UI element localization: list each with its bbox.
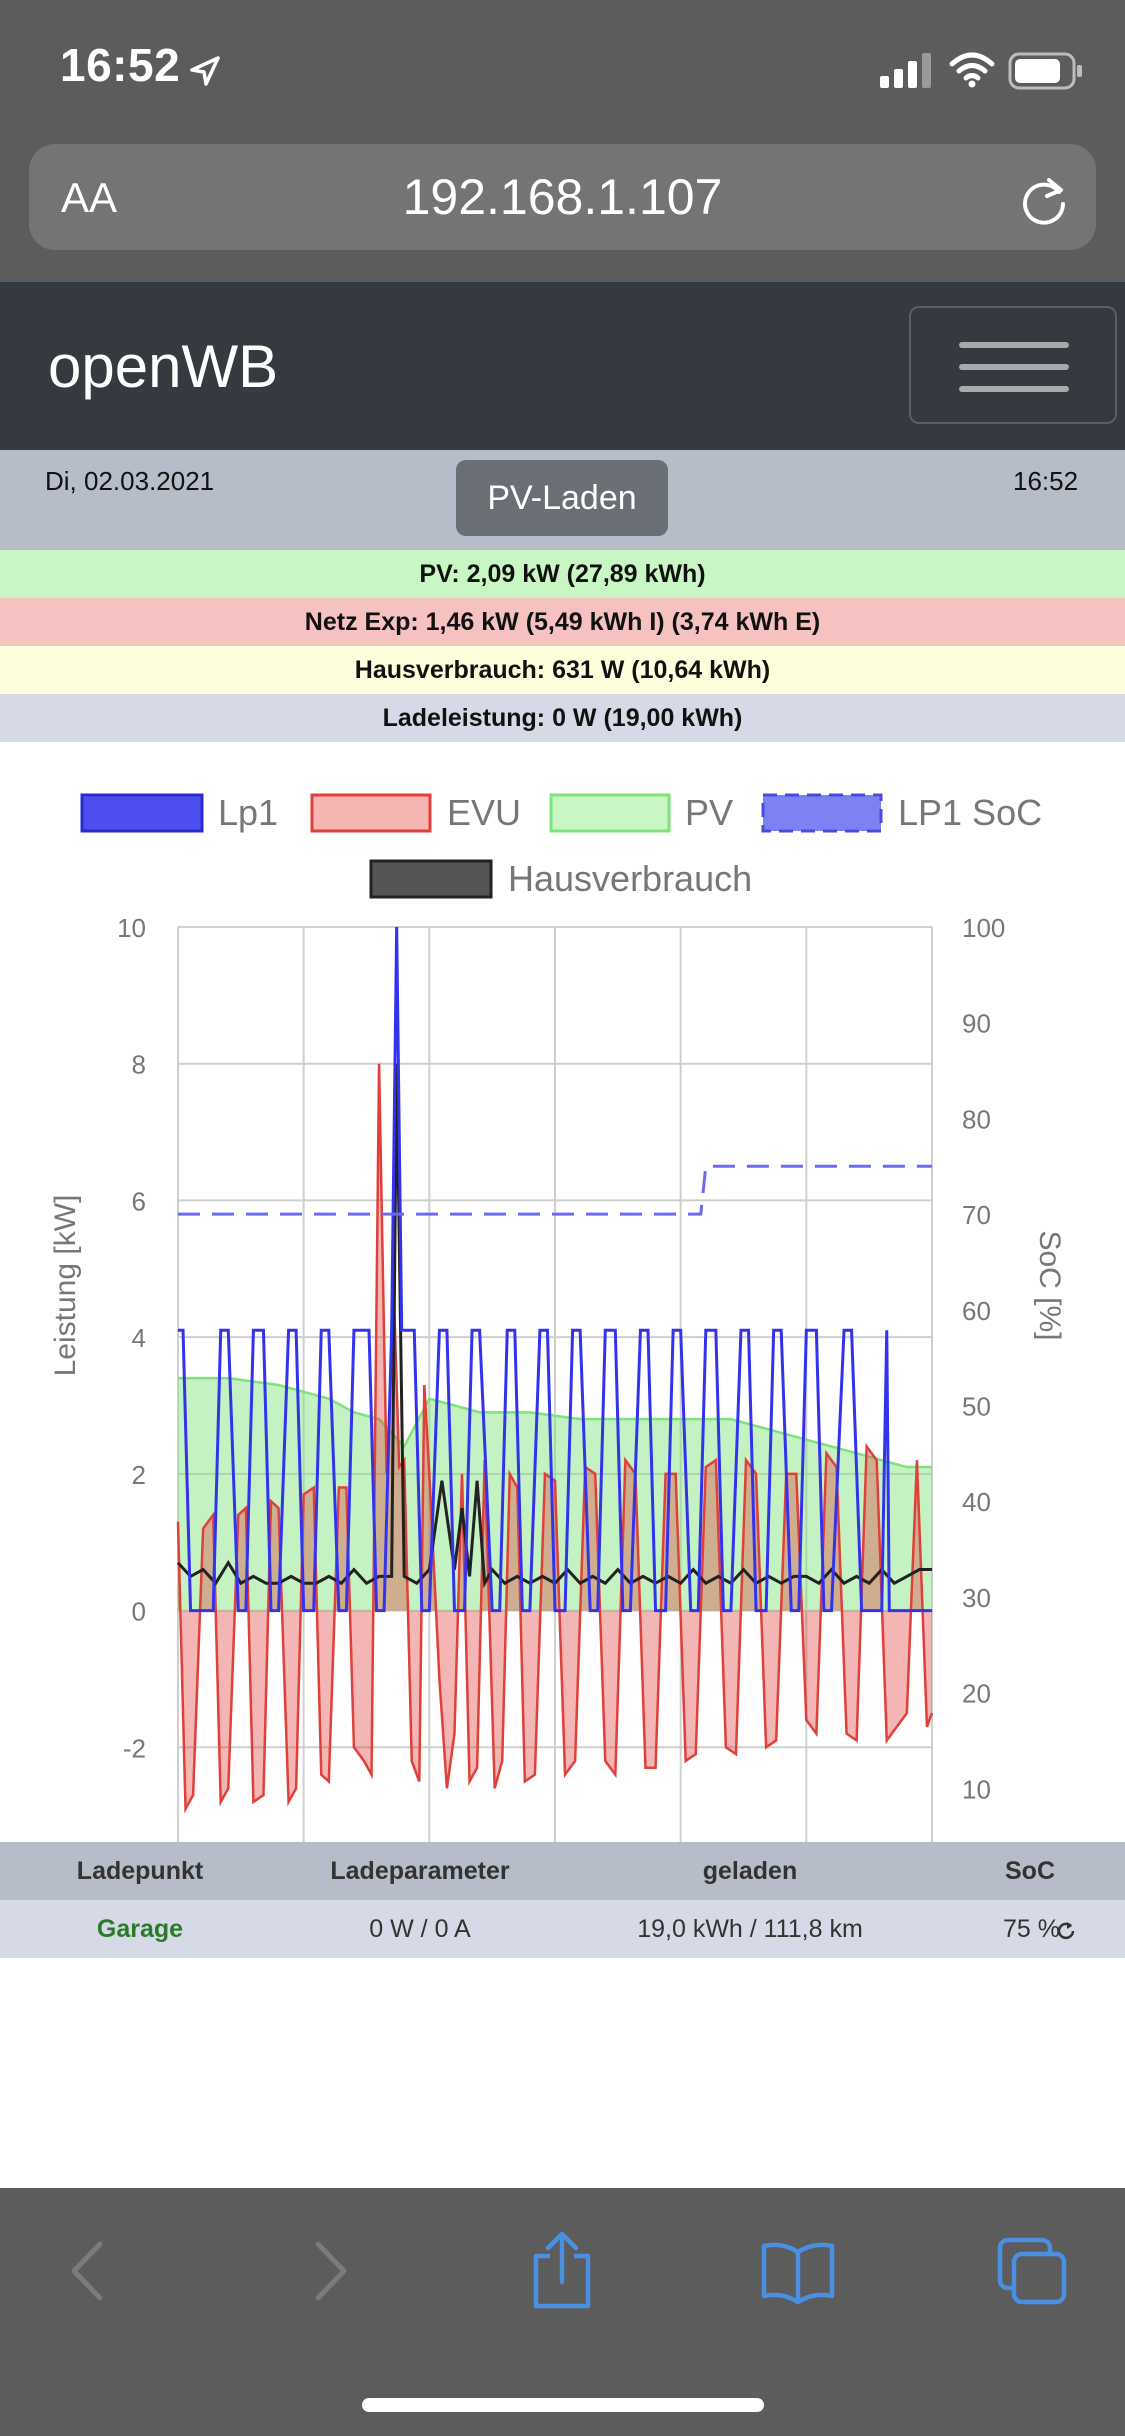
col-header-soc: SoC <box>1005 1857 1055 1885</box>
y-tick-label: 10 <box>117 913 146 943</box>
grid-info-row: Netz Exp: 1,46 kW (5,49 kWh I) (3,74 kWh… <box>0 598 1125 646</box>
back-icon[interactable] <box>64 2238 112 2304</box>
status-bar: 16:52 <box>0 0 1125 140</box>
legend-label-evu: EVU <box>447 792 521 833</box>
y2-tick-label: 20 <box>962 1679 991 1709</box>
y-tick-label: -2 <box>123 1733 146 1763</box>
battery-icon <box>1008 52 1082 90</box>
chart-series <box>176 926 934 1885</box>
chargepoint-charged: 19,0 kWh / 111,8 km <box>637 1915 863 1943</box>
y2-tick-label: 30 <box>962 1583 991 1613</box>
y-tick-label: 0 <box>132 1597 146 1627</box>
charge-points-table-header: Ladepunkt Ladeparameter geladen SoC <box>0 1842 1125 1900</box>
y2-tick-label: 80 <box>962 1104 991 1134</box>
address-bar[interactable]: AA 192.168.1.107 <box>29 144 1096 250</box>
legend-label-lp1-soc: LP1 SoC <box>898 792 1042 833</box>
y2-tick-label: 40 <box>962 1487 991 1517</box>
charge-info-row: Ladeleistung: 0 W (19,00 kWh) <box>0 694 1125 742</box>
signal-icon <box>880 53 931 88</box>
y-tick-label: 6 <box>132 1186 146 1216</box>
brand-logo[interactable]: openWB <box>48 333 279 400</box>
power-chart: Lp1 EVU PV LP1 SoC Hausverbrauch 16:2216… <box>0 742 1125 1967</box>
y2-tick-label: 50 <box>962 1392 991 1422</box>
status-time: 16:52 <box>60 39 181 91</box>
browser-toolbar <box>0 2188 1125 2436</box>
legend-label-hausverbrauch: Hausverbrauch <box>508 858 752 899</box>
legend-swatch-pv <box>549 793 671 833</box>
legend-item-lp1-soc[interactable]: LP1 SoC <box>761 792 1042 833</box>
pv-series-line <box>178 1376 932 1469</box>
bookmarks-icon[interactable] <box>760 2240 836 2304</box>
home-indicator <box>362 2398 764 2412</box>
legend: Lp1 EVU PV LP1 SoC Hausverbrauch <box>80 792 1042 899</box>
house-info-row: Hausverbrauch: 631 W (10,64 kWh) <box>0 646 1125 694</box>
y-tick-label: 8 <box>132 1050 146 1080</box>
legend-item-pv[interactable]: PV <box>549 792 733 833</box>
lp1-series-line <box>178 926 932 1613</box>
evu-series-line <box>176 1063 934 1814</box>
y-axis-label: Leistung [kW] <box>49 1195 82 1377</box>
current-time: 16:52 <box>1013 466 1079 496</box>
legend-item-hausverbrauch[interactable]: Hausverbrauch <box>369 858 752 899</box>
power-chart-svg: Lp1 EVU PV LP1 SoC Hausverbrauch 16:2216… <box>49 792 1066 1967</box>
reload-icon[interactable] <box>1019 174 1071 226</box>
chargepoint-params: 0 W / 0 A <box>369 1915 471 1943</box>
legend-label-pv: PV <box>685 792 733 833</box>
y2-tick-label: 10 <box>962 1774 991 1804</box>
tabs-icon[interactable] <box>996 2236 1070 2306</box>
col-header-geladen: geladen <box>702 1857 798 1885</box>
y-tick-label: 4 <box>132 1323 146 1353</box>
charge-mode-button[interactable]: PV-Laden <box>456 460 668 536</box>
forward-icon[interactable] <box>306 2238 354 2304</box>
share-icon[interactable] <box>530 2228 594 2312</box>
table-row: Garage 0 W / 0 A 19,0 kWh / 111,8 km 75 … <box>0 1900 1125 1958</box>
y2-tick-label: 60 <box>962 1296 991 1326</box>
evu-series-area <box>178 1063 932 1809</box>
legend-label-lp1: Lp1 <box>218 792 278 833</box>
reader-settings-button[interactable]: AA <box>61 174 118 221</box>
menu-toggle-button[interactable] <box>909 306 1117 424</box>
legend-swatch-lp1-soc <box>761 793 883 833</box>
wifi-icon <box>949 52 995 88</box>
y2-tick-label: 90 <box>962 1009 991 1039</box>
col-header-ladeparameter: Ladeparameter <box>330 1857 510 1885</box>
pv-info-row: PV: 2,09 kW (27,89 kWh) <box>0 550 1125 598</box>
y2-axis-label: SoC [%] <box>1033 1230 1066 1340</box>
legend-swatch-lp1 <box>80 793 204 833</box>
legend-item-evu[interactable]: EVU <box>310 792 521 833</box>
url-text[interactable]: 192.168.1.107 <box>402 169 723 225</box>
legend-swatch-hausverbrauch <box>369 859 493 899</box>
legend-swatch-evu <box>310 793 432 833</box>
col-header-ladepunkt: Ladepunkt <box>76 1857 204 1885</box>
soc-refresh-icon[interactable] <box>1056 1920 1076 1940</box>
chargepoint-name[interactable]: Garage <box>96 1915 184 1943</box>
app-navbar: openWB <box>0 282 1125 450</box>
date-mode-row: Di, 02.03.2021 PV-Laden 16:52 <box>0 450 1125 550</box>
legend-item-lp1[interactable]: Lp1 <box>80 792 278 833</box>
current-date: Di, 02.03.2021 <box>45 466 215 496</box>
y2-tick-label: 100 <box>962 913 1005 943</box>
y-tick-label: 2 <box>132 1460 146 1490</box>
location-arrow-icon <box>190 56 220 86</box>
lp1-soc-series-line <box>178 1164 932 1216</box>
chargepoint-soc: 75 % <box>1003 1915 1060 1943</box>
browser-address-area: AA 192.168.1.107 <box>0 140 1125 282</box>
y2-tick-label: 70 <box>962 1200 991 1230</box>
